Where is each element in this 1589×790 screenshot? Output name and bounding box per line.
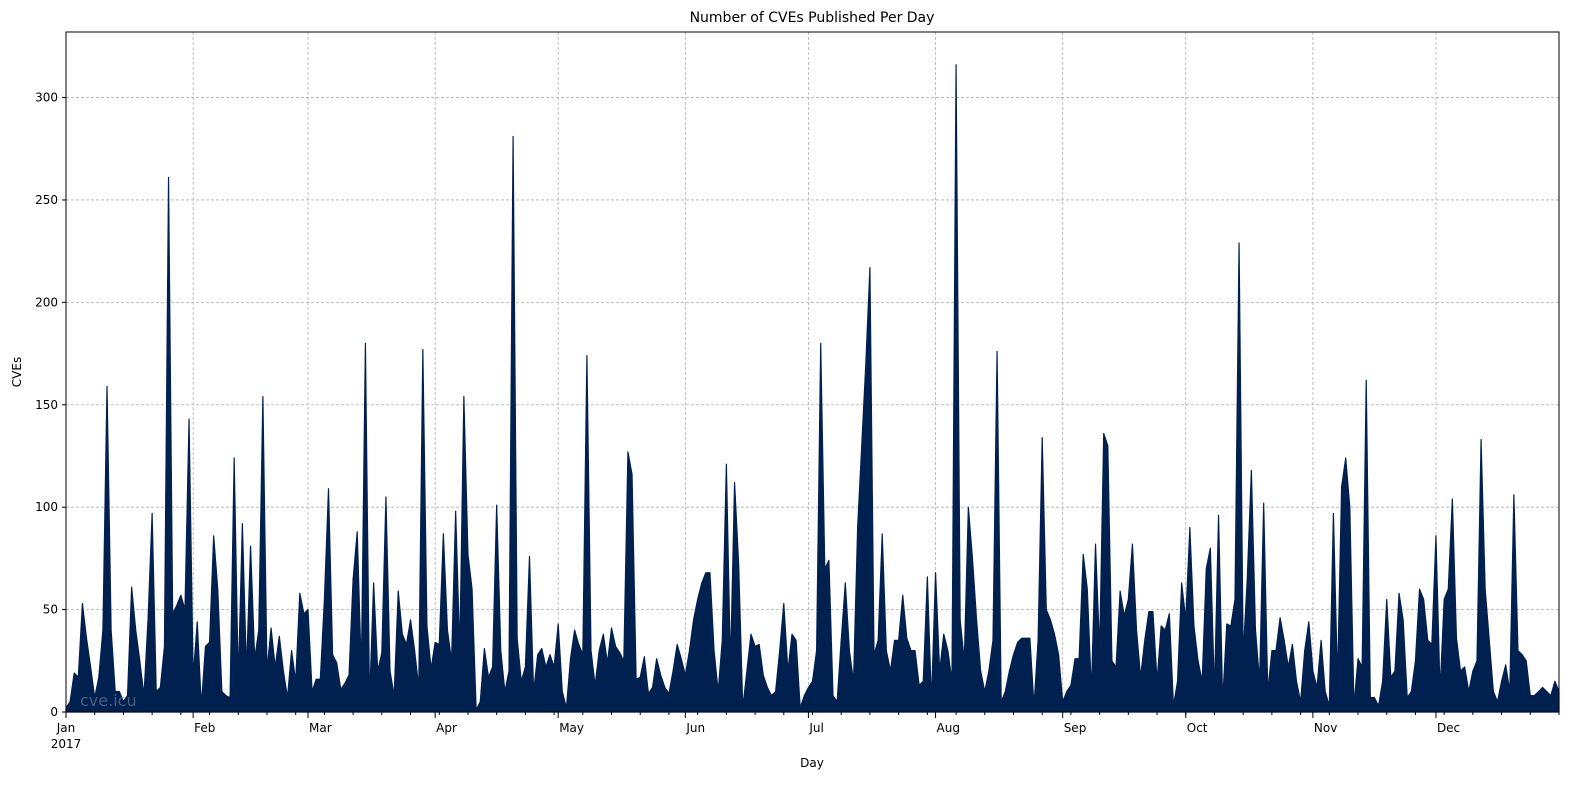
- y-tick-label: 250: [35, 193, 58, 207]
- x-tick-label: Jul: [808, 721, 823, 735]
- x-tick-label: Dec: [1437, 721, 1460, 735]
- grid-lines: [66, 32, 1559, 712]
- x-year-label: 2017: [51, 737, 82, 751]
- y-tick-label: 100: [35, 500, 58, 514]
- chart-title: Number of CVEs Published Per Day: [690, 10, 935, 26]
- y-axis: 0 50 100 150 200 250 300: [35, 91, 66, 719]
- y-tick-label: 200: [35, 295, 58, 309]
- y-tick-label: 0: [50, 705, 58, 719]
- x-tick-label: Apr: [436, 721, 457, 735]
- x-tick-label: Jun: [685, 721, 705, 735]
- x-tick-label: May: [559, 721, 584, 735]
- x-axis-label: Day: [800, 756, 824, 770]
- watermark: cve.icu: [80, 691, 137, 710]
- x-tick-label: Jan: [56, 721, 76, 735]
- x-tick-label: Mar: [309, 721, 332, 735]
- cve-area-series: [65, 64, 1560, 713]
- y-tick-label: 300: [35, 91, 58, 105]
- x-tick-label: Nov: [1314, 721, 1337, 735]
- x-tick-label: Sep: [1064, 721, 1087, 735]
- x-tick-label: Oct: [1187, 721, 1208, 735]
- area-layer: [65, 64, 1560, 713]
- x-axis: Jan Feb Mar Apr May Jun Jul Aug Sep Oct Nov Dec: [56, 712, 1560, 735]
- x-tick-label: Aug: [937, 721, 960, 735]
- x-tick-label: Feb: [194, 721, 215, 735]
- y-tick-label: 50: [43, 603, 58, 617]
- y-tick-label: 150: [35, 398, 58, 412]
- y-axis-label: CVEs: [10, 357, 24, 387]
